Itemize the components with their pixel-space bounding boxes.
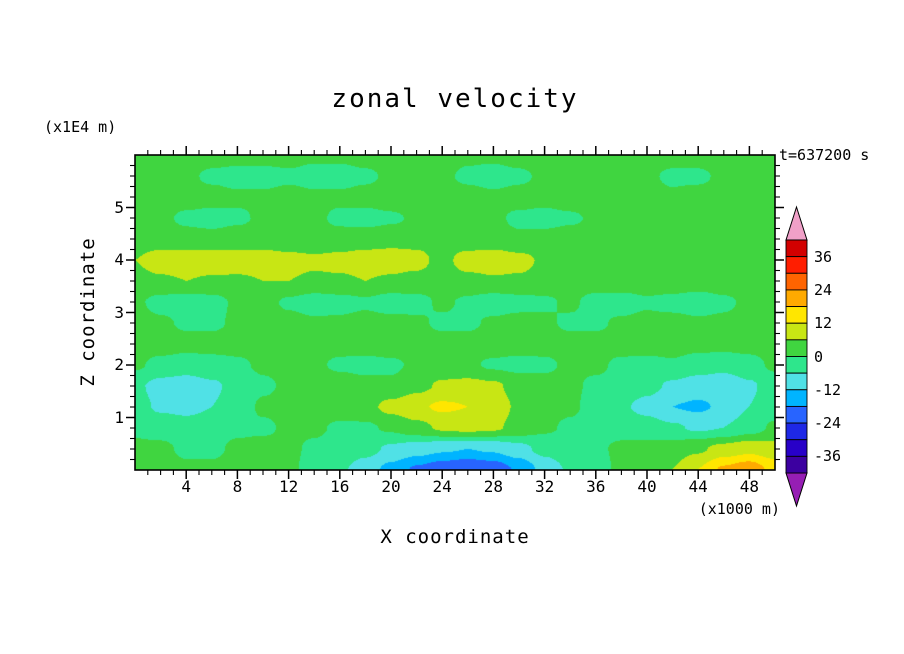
colorbar-band bbox=[785, 289, 808, 308]
plot-title: zonal velocity bbox=[331, 84, 579, 114]
colorbar-band bbox=[785, 256, 808, 274]
z-tick-label: 1 bbox=[114, 407, 124, 427]
colorbar-band bbox=[785, 272, 808, 291]
x-tick-label: 44 bbox=[688, 477, 708, 496]
x-tick-label: 48 bbox=[739, 477, 760, 496]
colorbar-tick-label: -12 bbox=[814, 380, 842, 399]
colorbar-band bbox=[785, 322, 808, 341]
colorbar-band bbox=[785, 439, 808, 457]
z-tick-label: 3 bbox=[114, 302, 124, 322]
x-tick-label: 28 bbox=[483, 477, 504, 496]
colorbar-band bbox=[785, 372, 808, 391]
colorbar-tick-label: 24 bbox=[814, 280, 833, 299]
x-tick-label: 4 bbox=[181, 477, 191, 496]
x-tick-label: 40 bbox=[637, 477, 657, 496]
colorbar-band bbox=[785, 405, 808, 424]
x-tick-label: 32 bbox=[534, 477, 555, 496]
colorbar-band bbox=[785, 389, 808, 407]
colorbar-band bbox=[785, 339, 808, 357]
z-tick-label: 2 bbox=[114, 355, 124, 374]
colorbar-band bbox=[785, 356, 808, 374]
x-tick-label: 20 bbox=[381, 477, 401, 496]
colorbar-tick-label: -36 bbox=[814, 447, 842, 466]
colorbar-tick-label: 0 bbox=[814, 347, 824, 366]
z-tick-label: 5 bbox=[114, 197, 124, 217]
z-axis-unit: (x1E4 m) bbox=[44, 118, 117, 136]
x-axis-label: X coordinate bbox=[380, 526, 530, 548]
colorbar-band bbox=[785, 239, 808, 258]
colorbar-arrow-down bbox=[785, 472, 808, 508]
x-tick-label: 16 bbox=[330, 477, 350, 496]
contour-field-canvas bbox=[135, 155, 775, 470]
colorbar-tick-label: 12 bbox=[814, 314, 833, 333]
colorbar-tick-label: 36 bbox=[814, 247, 833, 266]
time-label: t=637200 s bbox=[779, 146, 870, 164]
colorbar-arrow-up bbox=[785, 205, 808, 241]
colorbar-tick-label: -24 bbox=[814, 414, 842, 433]
colorbar-band bbox=[785, 306, 808, 324]
colorbar-band bbox=[785, 455, 808, 474]
x-tick-label: 36 bbox=[586, 477, 606, 496]
x-tick-label: 24 bbox=[432, 477, 452, 496]
x-tick-label: 12 bbox=[278, 477, 299, 496]
z-tick-label: 4 bbox=[114, 250, 124, 269]
x-axis-unit: (x1000 m) bbox=[698, 500, 780, 518]
colorbar-band bbox=[785, 422, 808, 441]
x-tick-label: 8 bbox=[232, 477, 243, 496]
